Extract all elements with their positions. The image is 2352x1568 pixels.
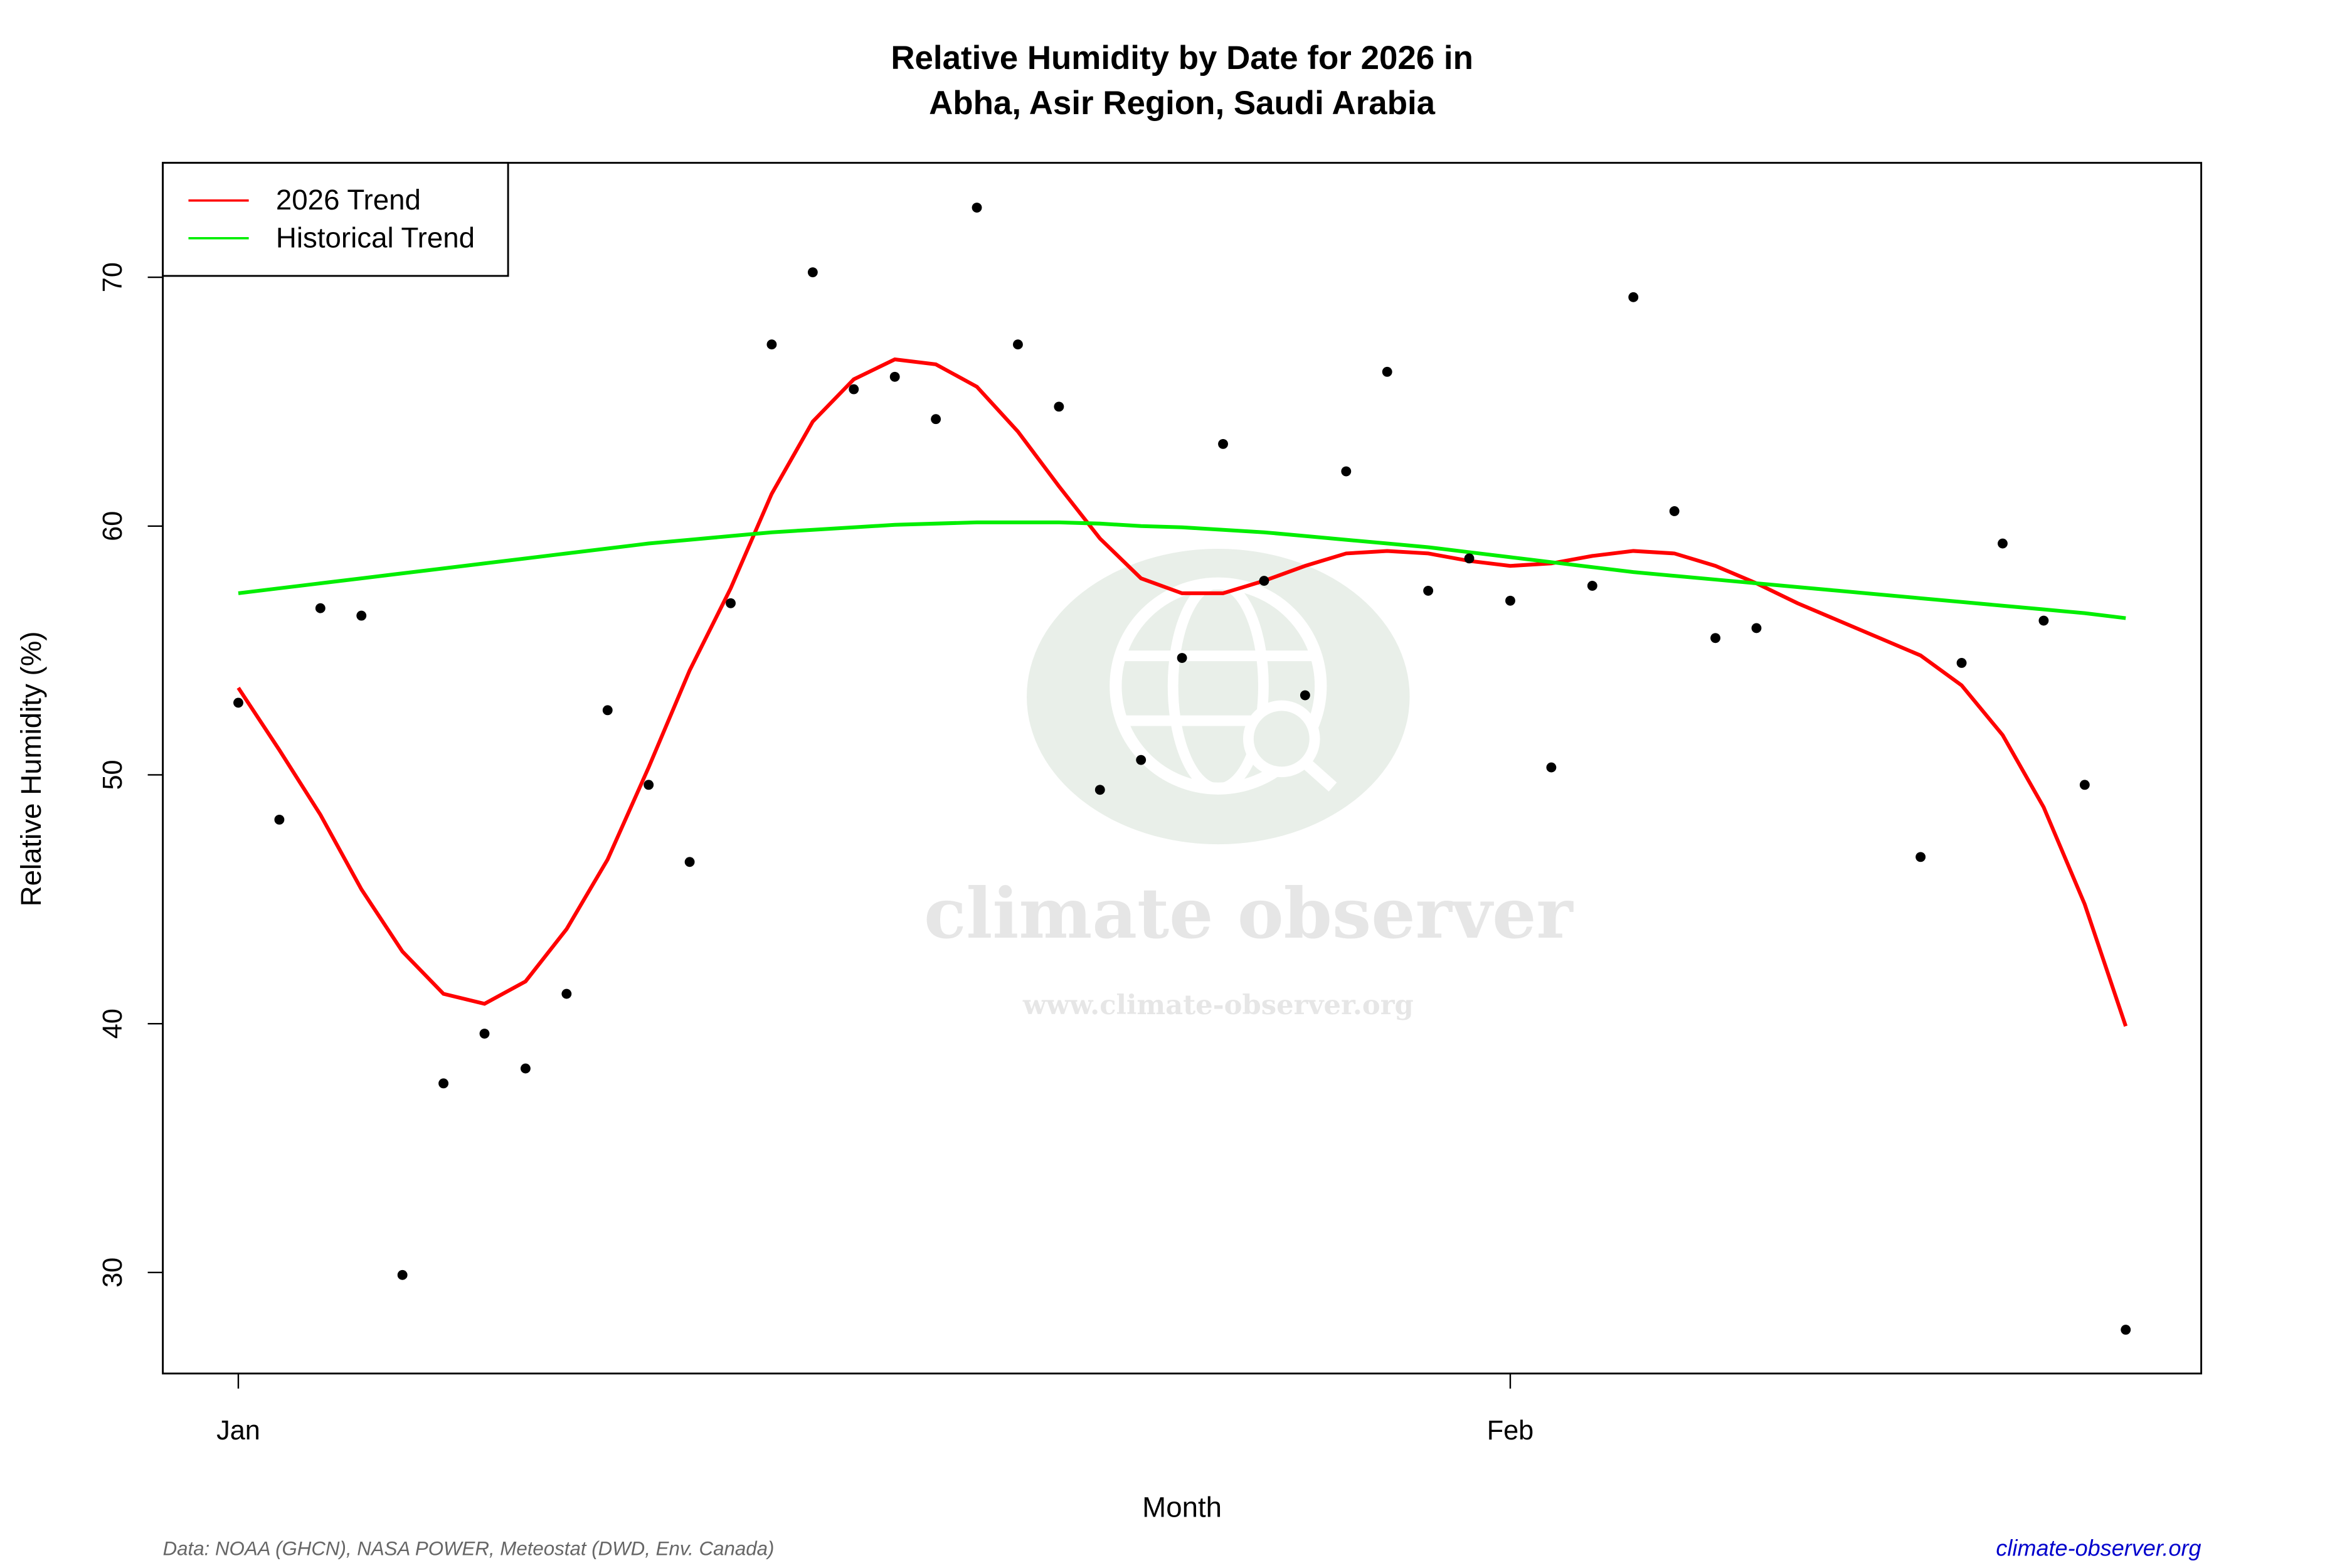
x-tick-label: Feb [1487, 1416, 1534, 1446]
watermark-url: www.climate-observer.org [1022, 989, 1414, 1021]
data-point [1177, 653, 1187, 663]
chart-subtitle: Abha, Asir Region, Saudi Arabia [929, 85, 1436, 122]
data-point [1998, 538, 2008, 549]
watermark-logo [1027, 549, 1410, 845]
legend-label: 2026 Trend [276, 184, 421, 216]
data-point [1341, 466, 1352, 477]
data-point [602, 705, 613, 716]
y-tick-label: 60 [98, 511, 128, 541]
x-axis-label: Month [1142, 1491, 1222, 1523]
data-point [766, 339, 777, 350]
data-point [2121, 1325, 2131, 1335]
data-point [1628, 292, 1639, 302]
data-point [1915, 852, 1926, 862]
data-point [684, 857, 695, 867]
y-axis-label: Relative Humidity (%) [15, 632, 47, 907]
data-point [356, 610, 367, 621]
data-point [1423, 585, 1434, 596]
data-point [438, 1078, 449, 1089]
legend-label: Historical Trend [276, 221, 475, 253]
site-link[interactable]: climate-observer.org [1996, 1535, 2201, 1561]
data-point [1710, 633, 1720, 644]
data-point [1300, 690, 1310, 701]
data-point [1013, 339, 1023, 350]
data-point [1136, 755, 1147, 765]
data-point [931, 414, 941, 425]
data-point [233, 697, 243, 708]
data-point [1587, 581, 1597, 591]
data-point [520, 1063, 531, 1074]
data-point [397, 1269, 408, 1280]
y-tick-label: 30 [98, 1258, 128, 1288]
data-point [1751, 623, 1762, 633]
data-point [1054, 401, 1064, 412]
source-note: Data: NOAA (GHCN), NASA POWER, Meteostat… [163, 1537, 775, 1559]
y-tick-label: 40 [98, 1009, 128, 1039]
data-point [972, 203, 982, 213]
legend-box [162, 162, 509, 277]
data-point [1382, 366, 1392, 377]
data-point [1956, 658, 1967, 668]
chart-title: Relative Humidity by Date for 2026 in [891, 40, 1473, 77]
data-point [1464, 553, 1475, 564]
data-point [1505, 595, 1515, 606]
data-point [1218, 438, 1228, 449]
legend: 2026 Trend Historical Trend [162, 162, 509, 277]
data-point [807, 267, 818, 278]
data-point [561, 988, 572, 999]
data-point [2038, 615, 2049, 626]
data-point [479, 1029, 490, 1039]
data-point [315, 603, 326, 613]
x-tick-label: Jan [216, 1416, 260, 1446]
data-point [726, 598, 736, 608]
data-point [274, 814, 285, 825]
data-point [1259, 576, 1269, 586]
data-point [1094, 785, 1105, 795]
data-point [1669, 506, 1680, 516]
watermark-text: climate observer [924, 873, 1574, 955]
data-point [849, 384, 859, 395]
y-tick-label: 50 [98, 760, 128, 790]
data-point [644, 780, 654, 790]
y-tick-label: 70 [98, 262, 128, 292]
data-point [1546, 762, 1557, 773]
trend-line [236, 357, 2128, 1027]
plot-frame [162, 162, 2203, 1375]
trend-line [238, 520, 2126, 620]
data-point [2079, 780, 2090, 790]
data-point [889, 371, 900, 382]
